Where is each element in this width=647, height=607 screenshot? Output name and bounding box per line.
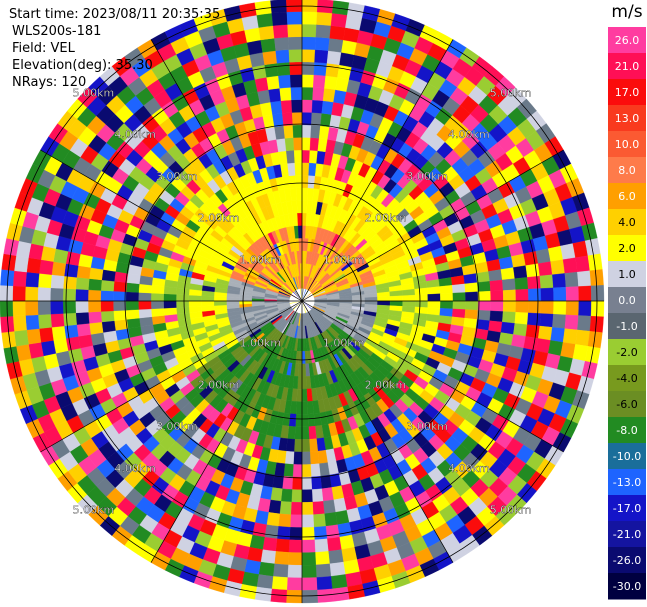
colorbar-tick-label: 1.0: [618, 268, 636, 281]
colorbar-tick-label: 2.0: [618, 242, 636, 255]
instrument-name: WLS200s-181: [12, 24, 102, 39]
colorbar-tick-label: -26.0: [613, 554, 641, 567]
colorbar-tick-label: -13.0: [613, 476, 641, 489]
colorbar-tick-label: 0.0: [618, 294, 636, 307]
colorbar-tick-label: 26.0: [615, 34, 640, 47]
colorbar-tick-label: -30.0: [613, 580, 641, 593]
colorbar-tick-label: 13.0: [615, 112, 640, 125]
colorbar-tick-label: 6.0: [618, 190, 636, 203]
colorbar-unit: m/s: [611, 2, 642, 22]
colorbar-tick-label: 21.0: [615, 60, 640, 73]
colorbar-tick-label: -10.0: [613, 450, 641, 463]
start-time: Start time: 2023/08/11 20:35:35: [9, 7, 221, 22]
colorbar-tick-label: -17.0: [613, 502, 641, 515]
colorbar-tick-label: -2.0: [616, 346, 637, 359]
field-name: Field: VEL: [12, 41, 75, 56]
elevation-angle: Elevation(deg): 35.30: [12, 58, 153, 73]
colorbar-tick-label: 8.0: [618, 164, 636, 177]
colorbar-tick-label: -6.0: [616, 398, 637, 411]
colorbar-tick-label: -4.0: [616, 372, 637, 385]
ray-count: NRays: 120: [12, 75, 87, 90]
colorbar-tick-label: 10.0: [615, 138, 640, 151]
colorbar-tick-label: -21.0: [613, 528, 641, 541]
colorbar-tick-label: 17.0: [615, 86, 640, 99]
colorbar-tick-label: -8.0: [616, 424, 637, 437]
colorbar-tick-label: 4.0: [618, 216, 636, 229]
colorbar-tick-label: -1.0: [616, 320, 637, 333]
